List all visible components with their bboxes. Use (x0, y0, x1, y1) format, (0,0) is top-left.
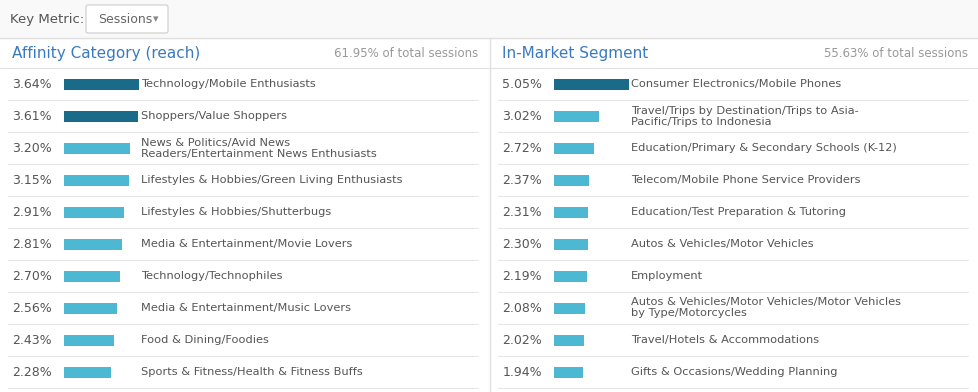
Text: 3.20%: 3.20% (13, 142, 52, 154)
Text: Shoppers/Value Shoppers: Shoppers/Value Shoppers (141, 111, 287, 121)
Text: Sessions: Sessions (98, 13, 153, 25)
Bar (64, 270, 119, 281)
Text: 2.30%: 2.30% (502, 238, 542, 250)
Bar (64, 367, 111, 377)
Bar (64, 78, 139, 89)
Text: 2.91%: 2.91% (13, 205, 52, 218)
Text: 2.56%: 2.56% (13, 301, 52, 314)
Text: 2.70%: 2.70% (12, 270, 52, 283)
Text: 3.02%: 3.02% (502, 109, 542, 123)
Text: Lifestyles & Hobbies/Shutterbugs: Lifestyles & Hobbies/Shutterbugs (141, 207, 331, 217)
Bar (554, 174, 589, 185)
Text: 2.37%: 2.37% (502, 174, 542, 187)
Text: 2.81%: 2.81% (13, 238, 52, 250)
Text: Employment: Employment (631, 271, 702, 281)
Bar (554, 238, 588, 249)
Text: Gifts & Occasions/Wedding Planning: Gifts & Occasions/Wedding Planning (631, 367, 836, 377)
Text: 5.05%: 5.05% (502, 78, 542, 91)
Text: Lifestyles & Hobbies/Green Living Enthusiasts: Lifestyles & Hobbies/Green Living Enthus… (141, 175, 402, 185)
Text: 3.15%: 3.15% (13, 174, 52, 187)
Bar (0, 0, 978, 38)
Text: 2.19%: 2.19% (502, 270, 542, 283)
Bar (554, 334, 584, 345)
Text: Travel/Trips by Destination/Trips to Asia-: Travel/Trips by Destination/Trips to Asi… (631, 105, 858, 116)
Bar (554, 111, 599, 122)
Bar (64, 334, 114, 345)
Bar (554, 270, 586, 281)
Text: 3.64%: 3.64% (13, 78, 52, 91)
Text: by Type/Motorcycles: by Type/Motorcycles (631, 309, 746, 318)
Text: Education/Primary & Secondary Schools (K-12): Education/Primary & Secondary Schools (K… (631, 143, 896, 153)
Text: 2.43%: 2.43% (13, 334, 52, 347)
Bar (554, 78, 628, 89)
Text: Autos & Vehicles/Motor Vehicles/Motor Vehicles: Autos & Vehicles/Motor Vehicles/Motor Ve… (631, 298, 900, 307)
Bar (554, 207, 588, 218)
Bar (64, 207, 124, 218)
Text: 2.28%: 2.28% (13, 365, 52, 379)
Bar (554, 367, 582, 377)
Bar (64, 143, 130, 154)
Text: Media & Entertainment/Movie Lovers: Media & Entertainment/Movie Lovers (141, 239, 352, 249)
Bar (64, 238, 122, 249)
Text: 2.72%: 2.72% (502, 142, 542, 154)
Text: 61.95% of total sessions: 61.95% of total sessions (333, 47, 477, 60)
Text: Sports & Fitness/Health & Fitness Buffs: Sports & Fitness/Health & Fitness Buffs (141, 367, 363, 377)
Text: Affinity Category (reach): Affinity Category (reach) (12, 45, 200, 60)
Bar (64, 111, 138, 122)
Text: News & Politics/Avid News: News & Politics/Avid News (141, 138, 289, 147)
Text: Readers/Entertainment News Enthusiasts: Readers/Entertainment News Enthusiasts (141, 149, 377, 158)
Text: Technology/Mobile Enthusiasts: Technology/Mobile Enthusiasts (141, 79, 316, 89)
Text: Education/Test Preparation & Tutoring: Education/Test Preparation & Tutoring (631, 207, 845, 217)
Text: Telecom/Mobile Phone Service Providers: Telecom/Mobile Phone Service Providers (631, 175, 860, 185)
Text: Travel/Hotels & Accommodations: Travel/Hotels & Accommodations (631, 335, 819, 345)
Text: Pacific/Trips to Indonesia: Pacific/Trips to Indonesia (631, 116, 771, 127)
Text: Food & Dining/Foodies: Food & Dining/Foodies (141, 335, 269, 345)
Bar (554, 143, 594, 154)
Text: 55.63% of total sessions: 55.63% of total sessions (823, 47, 967, 60)
Text: 2.02%: 2.02% (502, 334, 542, 347)
Text: 2.31%: 2.31% (502, 205, 542, 218)
Text: 2.08%: 2.08% (502, 301, 542, 314)
Text: Key Metric:: Key Metric: (10, 13, 84, 25)
Text: ▾: ▾ (153, 14, 158, 24)
Text: 3.61%: 3.61% (13, 109, 52, 123)
Text: Consumer Electronics/Mobile Phones: Consumer Electronics/Mobile Phones (631, 79, 840, 89)
FancyBboxPatch shape (86, 5, 168, 33)
Text: Technology/Technophiles: Technology/Technophiles (141, 271, 283, 281)
Bar (64, 174, 129, 185)
Bar (64, 303, 116, 314)
Bar (554, 303, 584, 314)
Text: 1.94%: 1.94% (502, 365, 542, 379)
Text: Media & Entertainment/Music Lovers: Media & Entertainment/Music Lovers (141, 303, 351, 313)
Text: Autos & Vehicles/Motor Vehicles: Autos & Vehicles/Motor Vehicles (631, 239, 813, 249)
Text: In-Market Segment: In-Market Segment (502, 45, 647, 60)
